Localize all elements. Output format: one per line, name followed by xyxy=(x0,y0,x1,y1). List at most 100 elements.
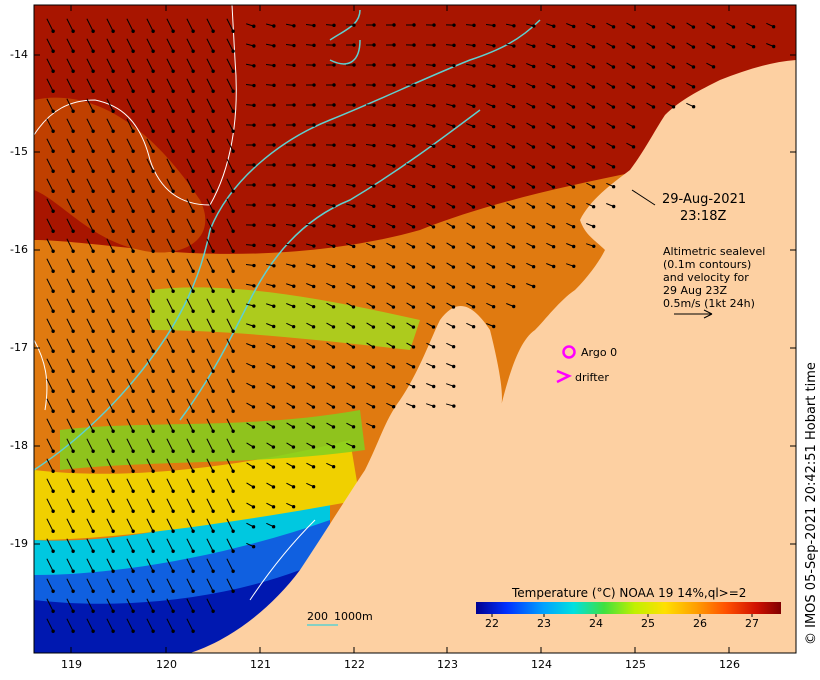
current-vector xyxy=(166,538,174,552)
current-vector xyxy=(86,358,94,372)
current-vector-head xyxy=(552,44,556,49)
current-vector-head xyxy=(531,264,536,269)
current-vector xyxy=(146,358,154,372)
current-vector-head xyxy=(111,609,115,613)
current-vector-head xyxy=(571,85,576,89)
current-vector xyxy=(186,278,194,292)
current-vector-head xyxy=(171,509,175,513)
current-vector-head xyxy=(412,124,416,128)
current-vector xyxy=(126,358,134,372)
current-vector-head xyxy=(252,123,256,127)
current-vector xyxy=(46,158,54,172)
current-vector xyxy=(226,358,234,372)
current-vector-head xyxy=(531,225,536,229)
current-vector-head xyxy=(252,143,256,147)
current-vector xyxy=(106,438,114,452)
current-vector-head xyxy=(252,344,256,349)
current-vector-head xyxy=(532,44,536,48)
current-vector-head xyxy=(352,23,356,27)
current-vector-head xyxy=(71,529,75,533)
current-vector-head xyxy=(451,305,456,309)
current-vector xyxy=(86,418,94,432)
colorbar-tick-label: 24 xyxy=(589,617,603,630)
current-vector-head xyxy=(372,184,376,188)
current-vector xyxy=(106,218,114,232)
current-vector-head xyxy=(111,229,115,233)
current-vector xyxy=(46,598,54,612)
current-vector xyxy=(166,98,174,112)
current-vector xyxy=(206,18,214,32)
current-vector-head xyxy=(531,165,536,169)
current-vector-head xyxy=(432,144,436,148)
current-vector xyxy=(126,578,134,592)
current-vector-head xyxy=(51,329,55,333)
current-vector-head xyxy=(291,324,296,329)
current-vector-head xyxy=(292,123,296,127)
current-vector xyxy=(186,538,194,552)
current-vector-head xyxy=(171,549,175,553)
current-vector-head xyxy=(372,43,376,47)
current-vector-head xyxy=(111,49,115,53)
current-vector xyxy=(166,238,174,252)
current-vector-head xyxy=(312,244,316,248)
current-vector-head xyxy=(231,169,235,173)
current-vector-head xyxy=(511,165,516,169)
current-vector xyxy=(226,158,234,172)
current-vector xyxy=(206,518,214,532)
current-vector xyxy=(46,458,54,472)
current-vector-head xyxy=(91,609,95,613)
current-vector xyxy=(186,58,194,72)
current-vector-head xyxy=(191,309,195,313)
current-vector xyxy=(126,618,134,632)
current-vector-head xyxy=(312,224,316,228)
current-vector xyxy=(106,398,114,412)
current-vector-head xyxy=(151,269,155,273)
current-vector-head xyxy=(251,544,256,549)
current-vector-head xyxy=(292,284,296,288)
current-vector xyxy=(86,218,94,232)
current-vector-head xyxy=(571,224,576,229)
current-vector-head xyxy=(151,509,155,513)
current-vector-head xyxy=(372,103,376,107)
current-vector-head xyxy=(51,229,55,233)
current-vector xyxy=(66,58,74,72)
current-vector-head xyxy=(411,325,416,329)
current-vector xyxy=(146,58,154,72)
current-vector-head xyxy=(372,23,376,27)
current-vector-head xyxy=(71,149,75,153)
current-vector xyxy=(46,558,54,572)
current-vector-head xyxy=(372,83,376,87)
current-vector-head xyxy=(491,145,496,149)
current-vector-head xyxy=(331,345,336,349)
current-vector-head xyxy=(111,489,115,493)
current-vector-head xyxy=(591,24,596,29)
current-vector-head xyxy=(371,265,376,269)
current-vector xyxy=(126,258,134,272)
lat-label: -16 xyxy=(10,243,28,256)
current-vector-head xyxy=(111,449,115,453)
current-vector-head xyxy=(211,29,215,33)
lat-label: -14 xyxy=(10,48,28,61)
current-vector xyxy=(106,498,114,512)
current-vector-head xyxy=(231,549,235,553)
current-vector-head xyxy=(131,329,135,333)
current-vector xyxy=(66,18,74,32)
current-vector xyxy=(126,18,134,32)
current-vector-head xyxy=(111,269,115,273)
current-vector-head xyxy=(251,525,256,529)
current-vector-head xyxy=(271,344,276,349)
current-vector xyxy=(166,318,174,332)
current-vector-head xyxy=(131,49,135,53)
current-vector-head xyxy=(631,45,636,49)
current-vector-head xyxy=(151,429,155,433)
current-vector-head xyxy=(431,205,436,209)
current-vector-head xyxy=(71,89,75,93)
current-vector xyxy=(106,78,114,92)
current-vector-head xyxy=(191,189,195,193)
current-vector-head xyxy=(452,404,456,408)
current-vector-head xyxy=(312,63,316,67)
current-vector-head xyxy=(391,404,396,409)
current-vector xyxy=(166,18,174,32)
current-vector-head xyxy=(211,509,215,513)
current-vector xyxy=(186,418,194,432)
